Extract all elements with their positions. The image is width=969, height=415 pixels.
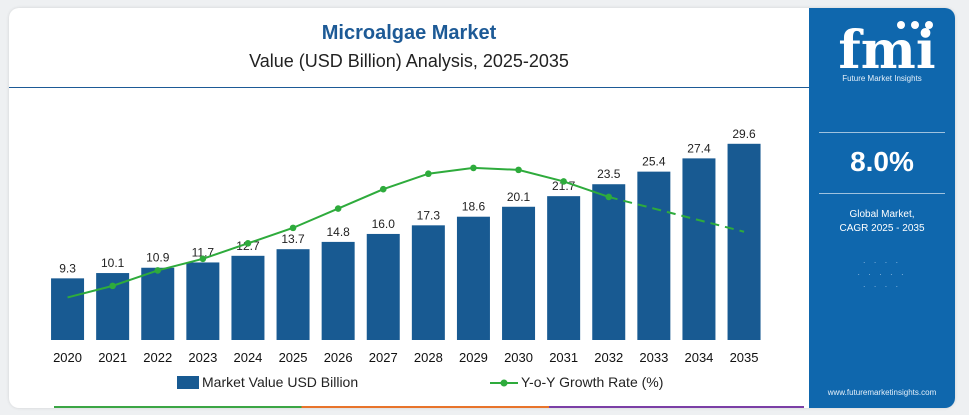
cagr-value: 8.0% <box>850 146 914 177</box>
side-panel: fmi Future Market Insights 8.0% Global M… <box>809 8 955 408</box>
bar-label-2029: 18.6 <box>462 200 486 214</box>
chart-subtitle: Value (USD Billion) Analysis, 2025-2035 <box>249 51 569 71</box>
decorative-dots: · · · · <box>862 258 902 267</box>
bar-2029 <box>456 216 490 340</box>
bar-label-2026: 14.8 <box>326 225 350 239</box>
x-tick-2023: 2023 <box>188 350 217 365</box>
growth-point-2024 <box>244 240 252 247</box>
bar-2023 <box>186 262 220 340</box>
title-divider <box>9 87 809 88</box>
x-tick-2024: 2024 <box>233 350 262 365</box>
decorative-stripe <box>54 406 804 408</box>
bar-2031 <box>547 196 581 340</box>
legend-line-swatch <box>490 379 518 387</box>
chart-card: Microalgae Market Value (USD Billion) An… <box>9 8 955 408</box>
fmi-logo: fmi <box>838 20 935 81</box>
x-tick-2035: 2035 <box>730 350 759 365</box>
x-tick-2021: 2021 <box>98 350 127 365</box>
bar-2034 <box>682 158 716 340</box>
cagr-label-line2: CAGR 2025 - 2035 <box>839 223 925 234</box>
x-tick-2030: 2030 <box>504 350 533 365</box>
growth-line-projected <box>608 195 745 233</box>
x-tick-2025: 2025 <box>279 350 308 365</box>
bar-2024 <box>231 255 265 340</box>
x-tick-2029: 2029 <box>459 350 488 365</box>
bar-label-2028: 17.3 <box>417 208 441 222</box>
x-tick-2027: 2027 <box>369 350 398 365</box>
bar-2026 <box>321 241 355 340</box>
bar-2033 <box>637 171 671 340</box>
bar-label-2034: 27.4 <box>687 141 711 155</box>
x-tick-2020: 2020 <box>53 350 82 365</box>
growth-point-2022 <box>154 267 162 274</box>
chart-legend: Market Value USD Billion Y-o-Y Growth Ra… <box>9 372 809 394</box>
x-tick-2032: 2032 <box>594 350 623 365</box>
growth-point-2027 <box>379 185 387 193</box>
logo-wordmark: fmi <box>838 20 935 81</box>
panel-divider-bottom <box>819 193 945 194</box>
bar-2027 <box>366 233 400 340</box>
bar-label-2032: 23.5 <box>597 167 621 181</box>
bar-2030 <box>502 206 536 340</box>
bar-label-2022: 10.9 <box>146 251 170 265</box>
bar-2032 <box>592 184 626 340</box>
bar-2022 <box>141 267 175 340</box>
bar-label-2035: 29.6 <box>732 127 756 141</box>
bar-2035 <box>727 143 761 340</box>
legend-bar-label: Market Value USD Billion <box>202 374 359 390</box>
cagr-label-line1: Global Market, <box>849 209 915 220</box>
market-chart: 9.310.110.911.712.713.714.816.017.318.62… <box>51 127 761 365</box>
growth-point-2029 <box>470 164 477 172</box>
decorative-dots: · · · · · <box>857 270 907 279</box>
growth-point-2031 <box>560 178 567 185</box>
chart-title: Microalgae Market <box>321 22 497 44</box>
growth-point-2030 <box>515 166 522 174</box>
x-tick-2028: 2028 <box>414 350 443 365</box>
bar-label-2020: 9.3 <box>59 261 76 275</box>
x-tick-2033: 2033 <box>639 350 668 365</box>
growth-point-2026 <box>334 205 342 212</box>
growth-point-2023 <box>199 255 207 263</box>
bar-2028 <box>411 225 445 340</box>
x-tick-2034: 2034 <box>684 350 713 365</box>
growth-point-2021 <box>109 282 116 290</box>
panel-divider-top <box>819 132 945 133</box>
x-tick-2026: 2026 <box>324 350 353 365</box>
legend-line-label: Y-o-Y Growth Rate (%) <box>521 374 664 390</box>
bar-2020 <box>51 278 85 340</box>
bar-label-2030: 20.1 <box>507 190 531 204</box>
bar-label-2021: 10.1 <box>101 256 125 270</box>
bar-2025 <box>276 249 310 340</box>
growth-point-2025 <box>289 224 297 232</box>
bar-label-2027: 16.0 <box>372 217 396 231</box>
bar-label-2025: 13.7 <box>281 232 305 246</box>
legend-bar-swatch <box>177 376 199 389</box>
x-tick-2031: 2031 <box>549 350 578 365</box>
growth-point-2028 <box>425 170 432 178</box>
website-link[interactable]: www.futuremarketinsights.com <box>827 388 937 397</box>
x-tick-2022: 2022 <box>143 350 172 365</box>
bar-label-2033: 25.4 <box>642 155 666 169</box>
logo-caption: Future Market Insights <box>842 74 922 83</box>
cagr-label: Global Market, CAGR 2025 - 2035 <box>809 208 955 236</box>
growth-point-2032 <box>605 193 613 201</box>
decorative-dots: · · · · <box>862 282 902 291</box>
